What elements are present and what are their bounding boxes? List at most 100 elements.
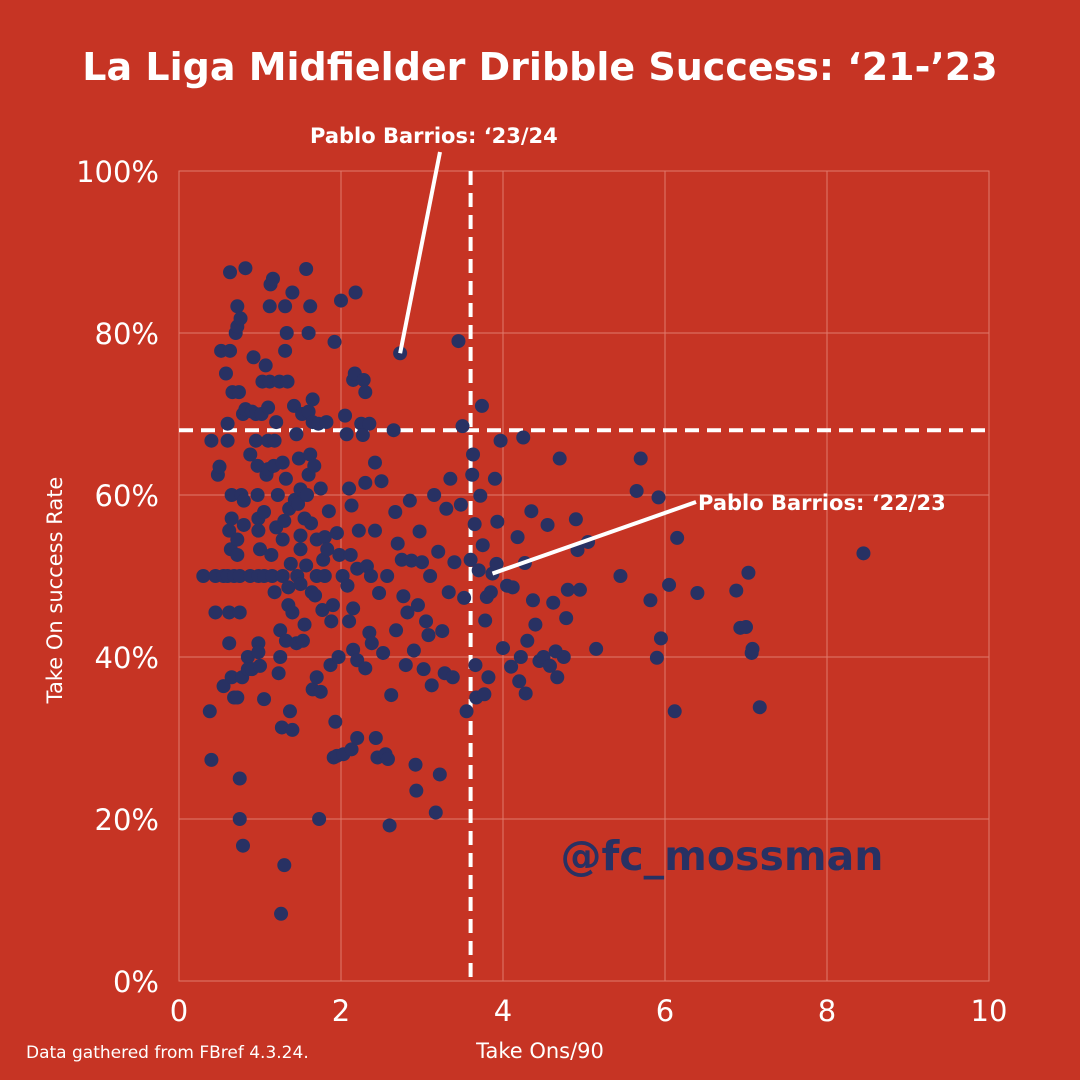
data-point — [216, 679, 231, 694]
data-point — [459, 704, 474, 719]
data-point — [487, 471, 502, 486]
data-point — [410, 598, 425, 613]
data-point — [390, 536, 405, 551]
data-point — [327, 334, 342, 349]
data-point — [348, 285, 363, 300]
data-point — [416, 662, 431, 677]
data-point — [278, 633, 293, 648]
data-point — [358, 475, 373, 490]
data-point — [376, 645, 391, 660]
data-point — [293, 528, 308, 543]
data-point — [299, 262, 314, 277]
data-point — [649, 650, 664, 665]
data-point — [546, 595, 561, 610]
y-tick-label: 100% — [76, 155, 159, 189]
data-point — [552, 451, 567, 466]
data-point — [559, 611, 574, 626]
data-point — [516, 430, 531, 445]
data-point — [465, 467, 480, 482]
data-point — [745, 641, 760, 656]
data-point — [325, 598, 340, 613]
data-point — [320, 542, 335, 557]
reference-lines — [179, 171, 989, 981]
data-point — [220, 433, 235, 448]
data-point — [257, 505, 272, 520]
data-point — [230, 299, 245, 314]
data-point — [299, 488, 314, 502]
data-point — [280, 374, 295, 389]
data-point — [338, 408, 353, 423]
data-point — [468, 658, 483, 673]
data-point — [443, 471, 458, 486]
data-point — [223, 265, 238, 280]
y-axis-label: Take On success Rate — [43, 477, 67, 705]
data-point — [250, 488, 265, 502]
data-point — [270, 488, 285, 502]
data-point — [293, 577, 308, 592]
source-note: Data gathered from FBref 4.3.24. — [26, 1043, 309, 1063]
data-point — [218, 366, 233, 381]
data-point — [230, 532, 245, 547]
data-point — [267, 433, 282, 448]
data-point — [556, 650, 571, 664]
data-point — [291, 496, 306, 511]
data-point — [305, 392, 320, 407]
data-point — [404, 553, 419, 568]
x-tick-label: 6 — [656, 994, 674, 1028]
data-point — [275, 455, 290, 470]
data-point — [271, 666, 286, 681]
data-point — [423, 569, 438, 583]
data-point — [250, 458, 265, 473]
data-point — [257, 692, 272, 707]
data-point — [313, 684, 328, 699]
data-point — [439, 501, 454, 516]
data-point — [633, 451, 648, 466]
data-point — [328, 714, 343, 729]
data-point — [317, 569, 332, 583]
data-point — [253, 658, 267, 673]
data-point — [351, 523, 366, 538]
annotations: Pablo Barrios: ‘23/24 Pablo Barrios: ‘22/… — [310, 124, 946, 576]
data-point — [208, 605, 223, 620]
data-point — [312, 812, 327, 826]
data-point — [319, 415, 334, 430]
data-point — [346, 601, 361, 616]
data-point — [362, 416, 377, 431]
data-point — [329, 526, 344, 541]
data-points — [196, 261, 871, 921]
data-point — [261, 400, 276, 415]
data-point — [274, 906, 289, 921]
data-point — [568, 512, 583, 527]
data-point — [550, 670, 565, 685]
annotation-label: Pablo Barrios: ‘22/23 — [698, 491, 946, 515]
data-point — [232, 569, 247, 583]
data-point — [220, 416, 235, 431]
data-point — [368, 455, 383, 470]
data-point — [222, 605, 237, 620]
data-point — [236, 517, 251, 532]
data-point — [303, 447, 318, 462]
data-point — [643, 593, 658, 608]
data-point — [475, 538, 490, 553]
data-point — [466, 447, 481, 462]
data-point — [670, 530, 685, 545]
data-point — [441, 585, 456, 600]
data-point — [230, 690, 245, 705]
data-point — [204, 433, 219, 448]
data-point — [346, 642, 361, 657]
data-point — [277, 513, 292, 528]
data-point — [267, 585, 282, 600]
data-point — [481, 670, 496, 685]
data-point — [293, 542, 308, 557]
data-point — [277, 858, 292, 873]
data-point — [248, 433, 263, 448]
data-point — [282, 704, 297, 719]
data-point — [358, 385, 373, 400]
data-point — [667, 704, 682, 719]
data-point — [240, 650, 255, 664]
x-tick-label: 0 — [170, 994, 188, 1028]
data-point — [309, 670, 324, 685]
data-point — [389, 623, 404, 638]
data-point — [295, 633, 310, 648]
data-point — [343, 547, 358, 562]
